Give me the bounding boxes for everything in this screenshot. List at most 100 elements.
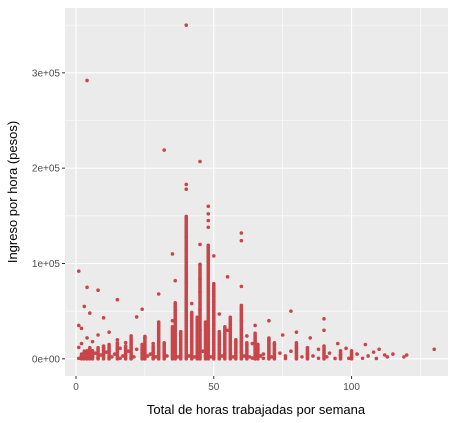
- data-point: [88, 311, 92, 315]
- data-point: [151, 344, 155, 348]
- data-point: [179, 330, 183, 334]
- data-point: [140, 343, 144, 347]
- x-axis-ticks: 0 50 100: [73, 376, 360, 393]
- data-point: [372, 350, 376, 354]
- data-point: [162, 341, 166, 345]
- data-point: [88, 346, 92, 350]
- data-point: [173, 279, 177, 283]
- data-point: [107, 330, 111, 334]
- data-point: [273, 341, 277, 345]
- data-point: [240, 306, 244, 310]
- data-point: [135, 348, 139, 352]
- data-point: [281, 333, 285, 337]
- data-point: [80, 342, 84, 346]
- data-point: [344, 347, 348, 351]
- y-tick-label: 0e+00: [32, 354, 61, 365]
- data-point: [295, 341, 299, 345]
- data-point: [140, 307, 144, 311]
- data-point: [184, 23, 188, 27]
- data-point: [85, 79, 89, 83]
- data-point: [322, 328, 326, 332]
- data-point: [206, 219, 210, 223]
- x-tick-label: 100: [343, 382, 360, 393]
- data-point: [240, 231, 244, 235]
- data-point: [218, 330, 222, 334]
- data-point: [162, 148, 166, 152]
- data-point: [245, 341, 249, 345]
- data-point: [107, 344, 111, 348]
- data-point: [135, 315, 139, 319]
- data-point: [311, 354, 315, 358]
- data-point: [124, 344, 128, 348]
- data-point: [116, 341, 120, 345]
- data-point: [262, 357, 266, 361]
- data-point: [339, 349, 343, 353]
- data-point: [240, 239, 244, 243]
- data-point: [96, 288, 100, 292]
- data-point: [350, 349, 354, 353]
- data-point: [306, 346, 310, 350]
- data-point: [295, 330, 299, 334]
- data-point: [377, 348, 381, 352]
- data-point: [432, 348, 436, 352]
- data-point: [206, 205, 210, 209]
- y-axis-ticks: 0e+001e+052e+053e+05: [32, 68, 65, 365]
- data-point: [317, 356, 321, 360]
- data-point: [253, 324, 257, 328]
- data-point: [402, 355, 406, 359]
- data-point: [212, 282, 216, 286]
- data-point: [245, 334, 249, 338]
- data-point: [190, 302, 194, 306]
- data-point: [206, 225, 210, 229]
- data-point: [212, 254, 216, 258]
- data-point: [256, 343, 260, 347]
- data-point: [85, 336, 89, 340]
- data-point: [300, 355, 304, 359]
- data-point: [129, 336, 133, 340]
- data-point: [336, 342, 340, 346]
- data-point: [102, 316, 106, 320]
- data-point: [361, 356, 365, 360]
- data-point: [328, 351, 332, 355]
- data-point: [124, 341, 128, 345]
- data-point: [190, 311, 194, 315]
- y-tick-label: 3e+05: [32, 68, 61, 79]
- data-point: [226, 275, 230, 279]
- data-point: [184, 183, 188, 187]
- data-point: [333, 357, 337, 361]
- data-point: [85, 286, 89, 290]
- data-point: [82, 305, 86, 309]
- data-point: [206, 243, 210, 247]
- data-point: [171, 325, 175, 329]
- data-point: [80, 327, 84, 331]
- x-axis-title: Total de horas trabajadas por semana: [147, 402, 366, 417]
- data-point: [366, 354, 370, 358]
- data-point: [289, 349, 293, 353]
- data-point: [198, 243, 202, 247]
- data-point: [206, 212, 210, 216]
- data-point: [184, 187, 188, 191]
- data-point: [77, 324, 81, 328]
- data-point: [198, 160, 202, 164]
- data-point: [116, 338, 120, 342]
- data-point: [184, 215, 188, 219]
- x-tick-label: 50: [208, 382, 220, 393]
- data-point: [308, 336, 312, 340]
- data-point: [234, 339, 238, 343]
- y-axis-title: Ingreso por hora (pesos): [5, 121, 20, 263]
- data-point: [267, 336, 271, 340]
- data-point: [204, 320, 208, 324]
- data-point: [267, 319, 271, 323]
- data-point: [284, 357, 288, 361]
- data-point: [364, 343, 368, 347]
- data-point: [91, 340, 95, 344]
- data-point: [317, 348, 321, 352]
- x-tick-label: 0: [73, 382, 79, 393]
- data-point: [322, 344, 326, 348]
- data-point: [96, 346, 100, 350]
- data-point: [278, 351, 282, 355]
- data-point: [223, 325, 227, 329]
- data-point: [96, 333, 100, 337]
- data-point: [253, 331, 257, 335]
